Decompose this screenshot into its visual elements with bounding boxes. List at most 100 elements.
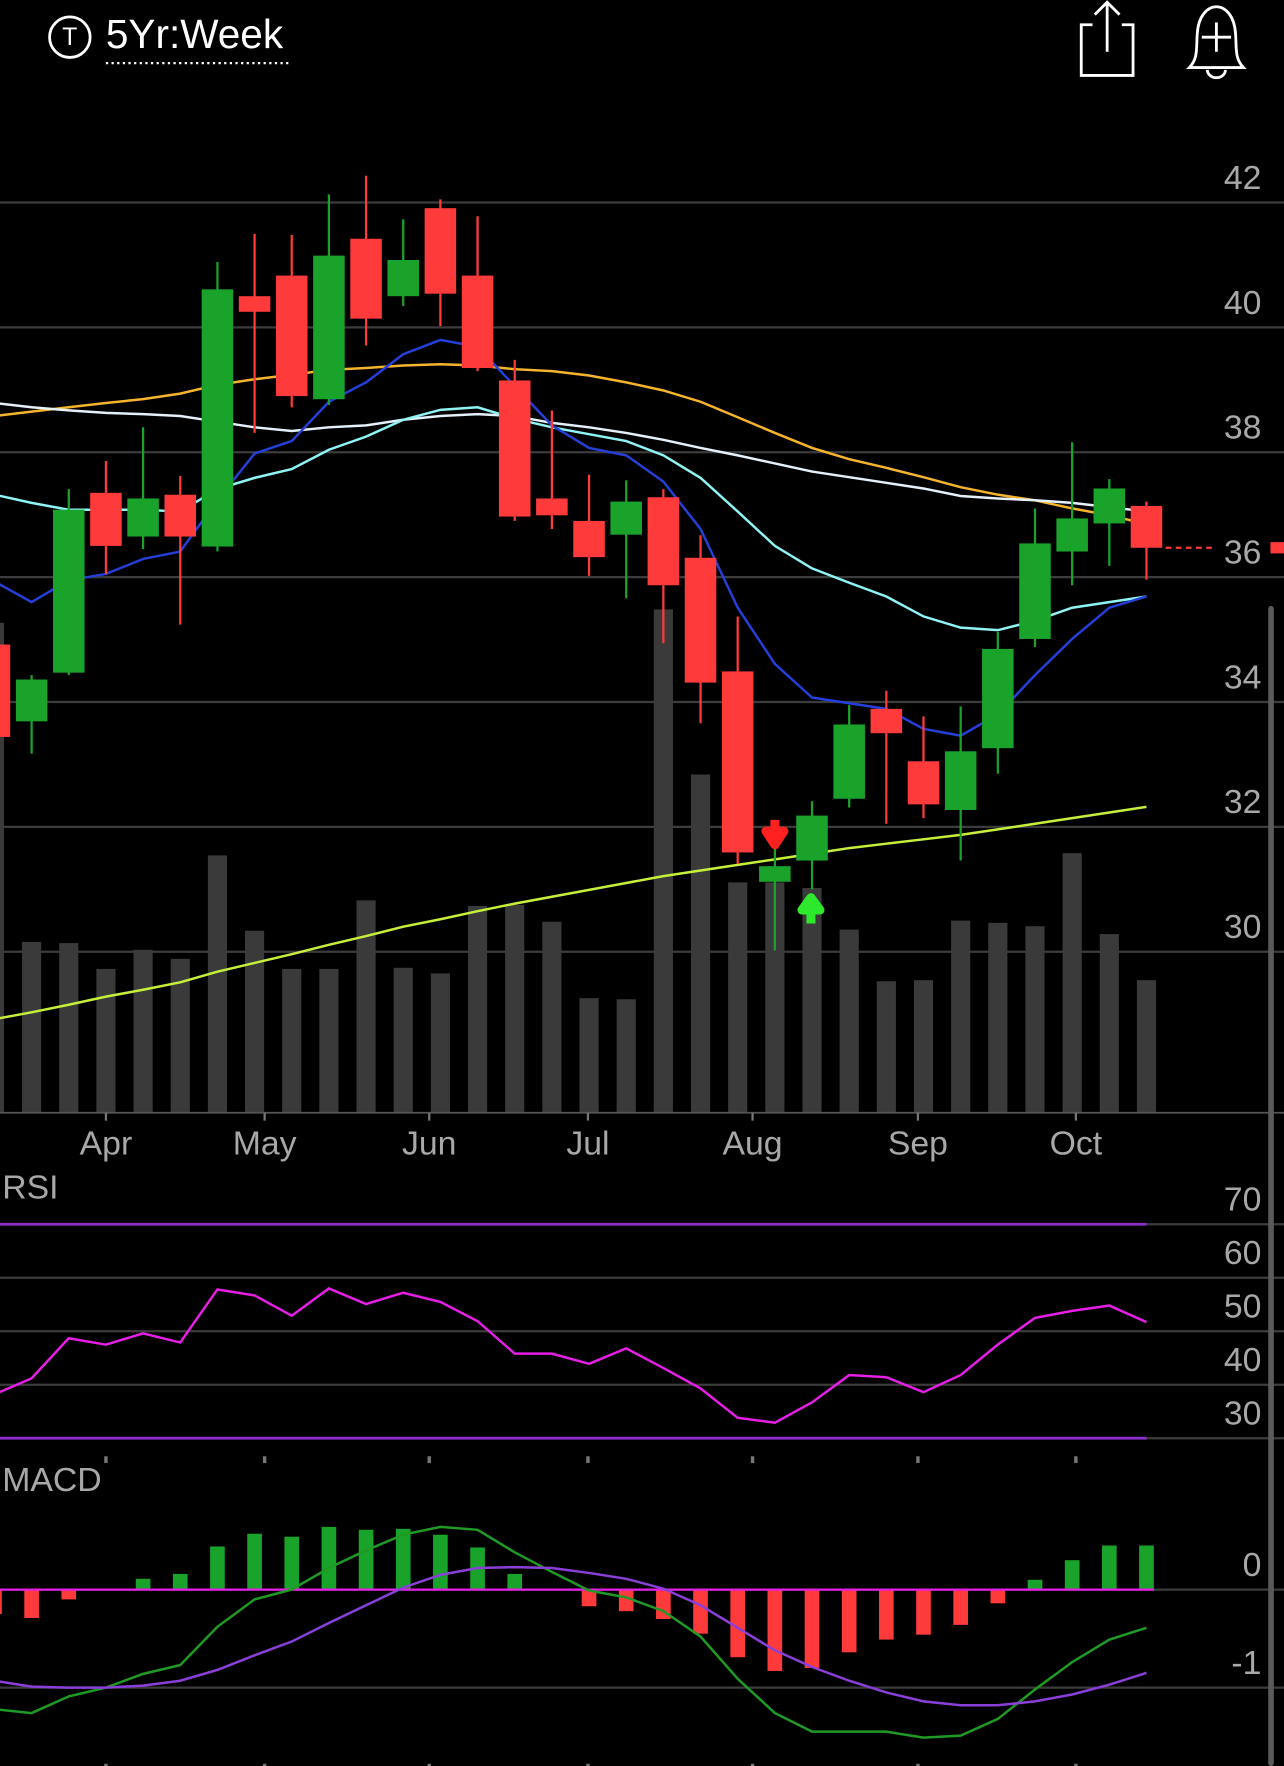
buy-signal [797, 893, 825, 924]
indicator-line [0, 1287, 1147, 1424]
y-tick-label: 40 [1224, 284, 1262, 322]
candle-body [498, 380, 531, 517]
timeframe-title[interactable]: 5Yr:Week [106, 11, 284, 57]
volume-bar [207, 855, 227, 1113]
candle-body [759, 866, 791, 882]
volume-bar [356, 900, 376, 1113]
histogram-bar [395, 1528, 411, 1590]
candle-body [238, 296, 271, 312]
histogram-bar [507, 1573, 523, 1590]
candle-body [1019, 543, 1051, 639]
volume-bar [170, 958, 190, 1113]
candle-body [461, 275, 494, 368]
histogram-bar [879, 1589, 894, 1640]
volume-bar [839, 929, 859, 1113]
volume-bar [1062, 853, 1082, 1113]
histogram-bar [804, 1589, 820, 1668]
y-tick-label: 40 [1224, 1341, 1262, 1379]
histogram-bar [321, 1526, 337, 1590]
candle-body [90, 492, 122, 546]
histogram-bar [61, 1589, 77, 1600]
x-tick-label: Jul [566, 1124, 609, 1162]
volume-bar [96, 968, 116, 1113]
candle-body [0, 644, 11, 737]
candle-body [944, 751, 977, 810]
volume-bar [59, 943, 79, 1113]
volume-bar [728, 882, 748, 1113]
scrollbar[interactable] [1268, 605, 1274, 1766]
volume-bar [467, 905, 488, 1113]
header: T 5Yr:Week [48, 0, 1247, 80]
x-tick-label: Apr [80, 1124, 133, 1162]
histogram-bar [618, 1589, 634, 1612]
volume-bar [988, 922, 1008, 1113]
histogram-bar [841, 1589, 857, 1653]
sell-signal [761, 819, 789, 850]
volume-bar [765, 882, 785, 1113]
moving-average-line [0, 338, 1147, 737]
histogram-bar [210, 1546, 225, 1590]
y-tick-label: 32 [1224, 783, 1262, 821]
candle-body [275, 275, 308, 397]
share-icon[interactable] [1079, 0, 1135, 77]
candle-body [15, 679, 48, 722]
panel-title: MACD [2, 1461, 101, 1499]
volume-bar [802, 888, 822, 1113]
volume-bar [951, 920, 971, 1113]
y-tick-label: 50 [1224, 1288, 1262, 1326]
y-tick-label: 36 [1224, 534, 1262, 572]
histogram-bar [358, 1529, 374, 1590]
candle-body [1093, 488, 1126, 524]
histogram-bar [916, 1589, 931, 1635]
candle-body [684, 557, 717, 683]
histogram-bar [1139, 1545, 1154, 1590]
histogram-bar [24, 1589, 39, 1619]
volume-bar [282, 968, 302, 1113]
volume-bar [430, 973, 450, 1113]
y-tick-label: -1 [1231, 1644, 1261, 1682]
histogram-bar [581, 1589, 597, 1607]
volume-bar [690, 774, 711, 1113]
histogram-bar [1101, 1545, 1117, 1590]
volume-bar [542, 921, 562, 1113]
volume-bar [393, 967, 413, 1113]
moving-average-line [0, 362, 1147, 526]
candle-body [424, 208, 457, 294]
candle-body [164, 494, 197, 537]
candle-body [610, 501, 642, 535]
histogram-bar [767, 1589, 783, 1671]
candle-body [833, 724, 865, 799]
volume-bar [653, 609, 673, 1113]
candle-body [313, 255, 345, 400]
candle-body [127, 498, 159, 537]
symbol-icon-letter: T [62, 24, 77, 51]
histogram-bar [1027, 1579, 1043, 1590]
volume-bar [1025, 926, 1045, 1113]
candle-body [796, 815, 828, 861]
candle-body [573, 520, 605, 558]
indicator-line [0, 1565, 1147, 1707]
histogram-bar [730, 1589, 746, 1658]
candle-body [536, 498, 568, 516]
histogram-bar [172, 1573, 188, 1590]
volume-bar [0, 622, 5, 1113]
volume-bar [319, 968, 339, 1113]
candle-body [647, 497, 680, 586]
panel-title: RSI [2, 1168, 58, 1206]
volume-bar [133, 949, 153, 1113]
histogram-bar [1064, 1560, 1080, 1590]
moving-average-line [0, 805, 1147, 1020]
x-tick-label: May [233, 1124, 297, 1162]
y-tick-label: 38 [1224, 409, 1262, 447]
histogram-bar [433, 1534, 448, 1590]
candle-body [721, 671, 754, 853]
histogram-bar [135, 1578, 151, 1590]
histogram-bar [0, 1589, 2, 1615]
alert-icon[interactable] [1185, 5, 1247, 80]
symbol-icon[interactable] [48, 15, 92, 59]
volume-bar [579, 998, 599, 1113]
moving-average-line [0, 402, 1147, 513]
x-tick-label: Oct [1050, 1124, 1103, 1162]
